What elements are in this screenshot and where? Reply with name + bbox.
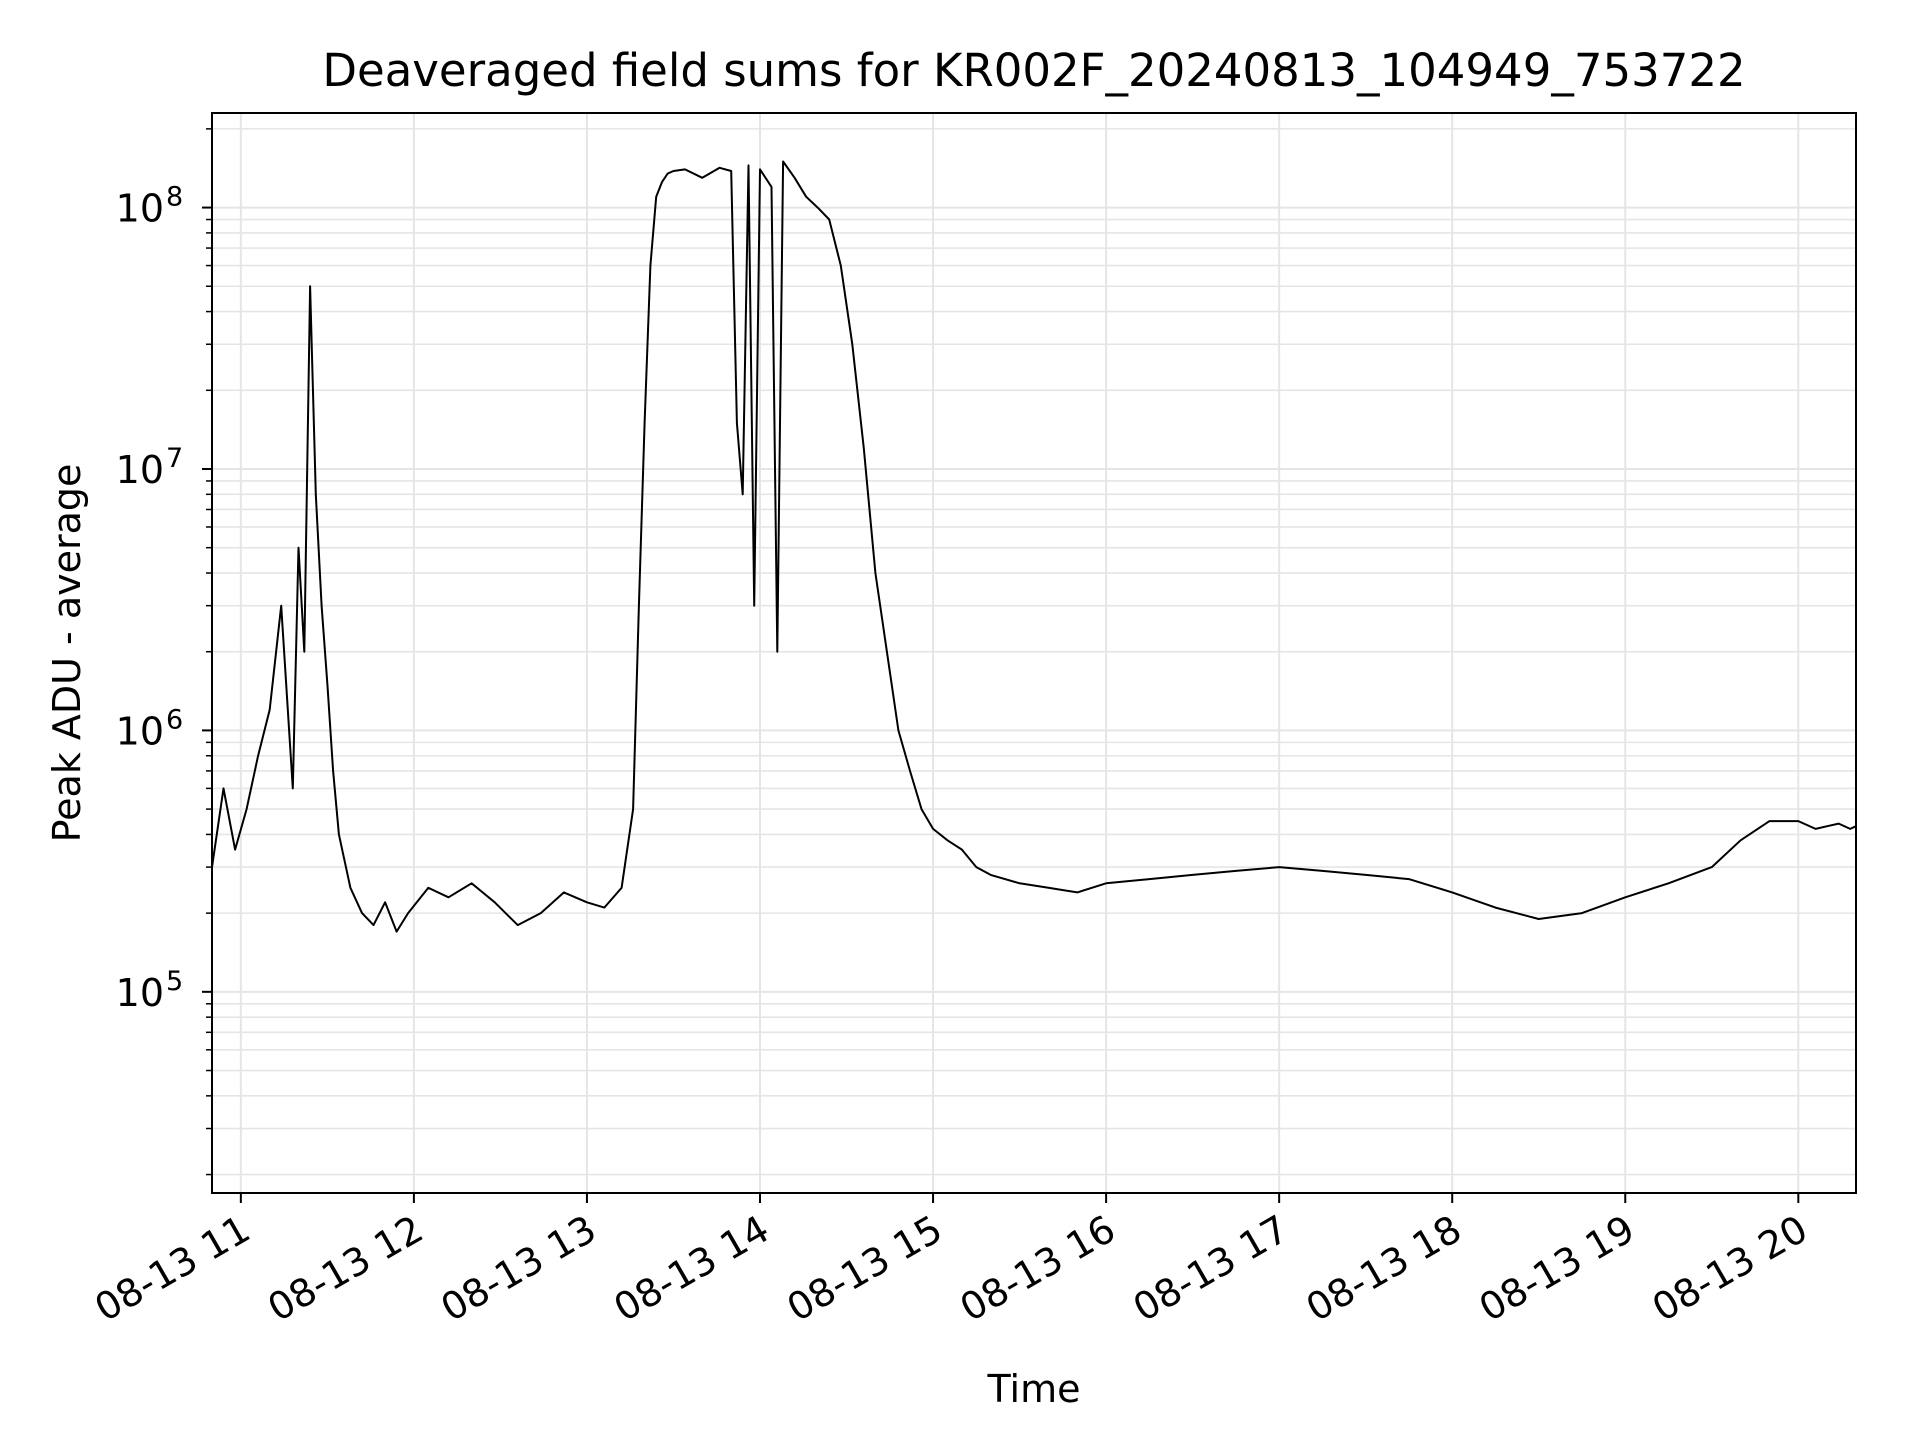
y-tick-label: 10 <box>116 448 164 492</box>
y-tick-exponent: 8 <box>166 182 183 213</box>
y-tick-exponent: 7 <box>166 443 183 474</box>
y-axis-label: Peak ADU - average <box>45 464 89 843</box>
y-tick-exponent: 5 <box>166 966 183 997</box>
y-tick-label: 10 <box>116 709 164 753</box>
plot-frame <box>211 112 1857 1194</box>
chart-title: Deaveraged field sums for KR002F_2024081… <box>322 44 1745 97</box>
x-axis-label: Time <box>987 1367 1081 1411</box>
y-tick-label: 10 <box>116 971 164 1015</box>
y-tick-exponent: 6 <box>166 704 183 735</box>
series-group <box>211 160 1857 933</box>
y-tick-label: 10 <box>116 187 164 231</box>
series-line <box>211 160 1857 933</box>
